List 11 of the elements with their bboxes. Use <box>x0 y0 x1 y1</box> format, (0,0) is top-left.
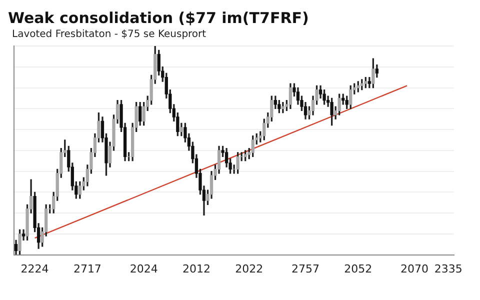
x-tick-label: 2024 <box>130 262 158 276</box>
x-tick-label: 2070 <box>400 262 429 276</box>
x-tick-label: 2757 <box>291 262 320 276</box>
chart-title: Weak consolidation ($77 im(T7FRF) <box>8 8 310 28</box>
x-tick-label: 2012 <box>182 262 210 276</box>
x-tick-label: 2224 <box>20 262 49 276</box>
x-tick-label: 2052 <box>344 262 372 276</box>
x-tick-label: 2022 <box>235 262 264 276</box>
chart-subtitle: Lavoted Fresbitaton - $75 se Keusprort <box>12 28 208 42</box>
x-tick-label: 2335 <box>434 262 462 276</box>
x-tick-label: 2717 <box>73 262 102 276</box>
